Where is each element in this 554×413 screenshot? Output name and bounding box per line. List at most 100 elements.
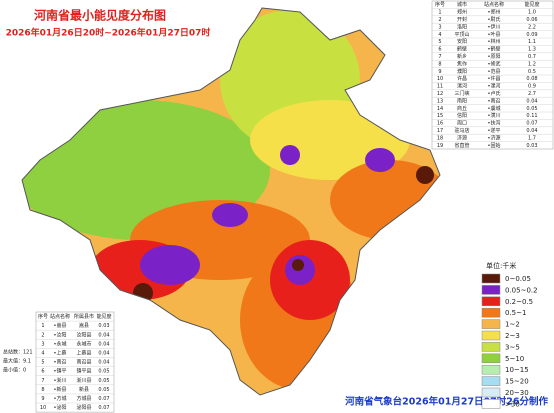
table-cell: 6 xyxy=(438,47,441,53)
table-cell: 1.3 xyxy=(528,47,536,53)
table-cell: •漯河 xyxy=(488,83,501,90)
table-cell: 泌阳县 xyxy=(76,404,91,411)
table-cell: •原阳 xyxy=(488,53,501,60)
table-cell: 16 xyxy=(437,121,443,127)
table-cell: •潢川 xyxy=(488,112,501,119)
table-cell: 安阳 xyxy=(457,38,467,45)
legend-swatch xyxy=(481,296,501,307)
table-cell: 8 xyxy=(41,387,44,393)
table-cell: •嵩县 xyxy=(54,323,67,329)
table-cell: 信阳 xyxy=(457,112,467,119)
table-cell: 1.2 xyxy=(528,61,536,67)
table-cell: 0.04 xyxy=(98,350,109,356)
table-cell: 0.5 xyxy=(528,69,536,75)
table-cell: 南阳 xyxy=(457,97,467,104)
table-cell: 5 xyxy=(41,360,44,366)
table-cell: 焦作 xyxy=(457,60,467,67)
legend-label: >30 xyxy=(505,400,520,408)
table-cell: 商丘 xyxy=(457,105,467,112)
table-cell: 10 xyxy=(40,405,46,411)
table-cell: 镇平县 xyxy=(76,368,91,375)
table-cell: 3 xyxy=(438,24,441,30)
table-cell: •鹤壁 xyxy=(488,46,501,53)
table-cell: •济源 xyxy=(488,134,501,141)
table-cell: 平顶山 xyxy=(454,31,469,38)
legend-label: 20~30 xyxy=(505,389,529,397)
stat: 最大值：9.1 xyxy=(3,358,31,365)
legend-label: 0~0.05 xyxy=(505,275,531,283)
table-cell: 1 xyxy=(41,323,44,329)
table-cell: 18 xyxy=(437,135,443,141)
legend-swatch xyxy=(481,364,501,375)
table-cell: 2 xyxy=(41,332,44,338)
table-cell: 9 xyxy=(438,69,441,75)
table-cell: 7 xyxy=(438,54,441,60)
table-cell: 方城县 xyxy=(76,395,91,402)
table-cell: 1.1 xyxy=(528,39,536,45)
stat: 最小值：0 xyxy=(3,367,26,374)
table-cell: 永城市 xyxy=(76,340,91,347)
table-cell: •修武 xyxy=(488,60,501,67)
table-cell: 2.7 xyxy=(528,91,536,97)
table-cell: •林州 xyxy=(488,38,501,45)
table-cell: 19 xyxy=(437,143,443,149)
table-cell: 0.07 xyxy=(526,121,537,127)
table-cell: •新县 xyxy=(54,386,67,393)
legend-swatch xyxy=(481,376,501,386)
legend-title: 单位:千米 xyxy=(486,261,516,270)
table-cell: 汝阳县 xyxy=(76,331,91,338)
legend-label: 15~20 xyxy=(505,378,529,386)
table-cell: 洛阳 xyxy=(457,23,467,30)
legend-label: 1~2 xyxy=(505,321,520,329)
table-header: 能见度 xyxy=(524,1,539,8)
table-cell: 嵩县 xyxy=(79,323,89,329)
table-cell: 12 xyxy=(437,91,443,97)
table-cell: 0.9 xyxy=(528,84,536,90)
table-cell: 0.09 xyxy=(526,32,537,38)
table-cell: 南召县 xyxy=(76,359,91,366)
table-cell: •虞城 xyxy=(488,105,501,112)
table-cell: 7 xyxy=(41,378,44,384)
legend-label: 0.5~1 xyxy=(505,309,526,317)
legend-label: 5~10 xyxy=(505,355,524,363)
legend-swatch xyxy=(481,307,501,318)
table-cell: •扶沟 xyxy=(488,120,501,127)
table-cell: 0.07 xyxy=(98,405,109,411)
table-cell: 济源 xyxy=(457,134,467,141)
table-cell: 14 xyxy=(437,106,443,112)
table-cell: •南召 xyxy=(54,359,67,366)
legend-swatch xyxy=(481,387,501,398)
table-cell: 17 xyxy=(437,128,443,134)
table-cell: 0.04 xyxy=(526,98,537,104)
table-header: 站点名称 xyxy=(484,1,504,8)
table-cell: 15 xyxy=(437,113,443,119)
table-header: 城市 xyxy=(457,1,467,8)
legend-swatch xyxy=(481,330,501,341)
table-cell: 0.05 xyxy=(98,369,109,375)
table-header: 站点名称 xyxy=(50,313,70,320)
table-bg xyxy=(35,311,115,413)
table-cell: •范县 xyxy=(488,68,501,75)
legend-swatch xyxy=(481,399,501,409)
legend-swatch xyxy=(481,285,501,295)
table-cell: •淅川 xyxy=(54,377,67,384)
table-cell: •汝阳 xyxy=(54,331,67,338)
table-cell: 0.05 xyxy=(526,106,537,112)
legend-swatch xyxy=(481,273,501,284)
table-cell: 2 xyxy=(438,17,441,23)
table-cell: 0.7 xyxy=(528,54,536,60)
table-cell: 濮阳 xyxy=(457,68,467,75)
table-cell: 2.2 xyxy=(528,24,536,30)
table-cell: •卢氏 xyxy=(488,90,501,97)
table-cell: 开封 xyxy=(457,16,467,23)
table-cell: 周口 xyxy=(457,121,467,127)
table-cell: 新乡 xyxy=(457,53,467,60)
table-cell: 漯河 xyxy=(457,83,467,90)
title: 河南省最小能见度分布图 xyxy=(33,8,166,23)
table-cell: 鹤壁 xyxy=(457,46,467,53)
table-cell: 0.05 xyxy=(98,387,109,393)
table-cell: 0.04 xyxy=(98,360,109,366)
table-cell: 0.11 xyxy=(526,113,537,119)
